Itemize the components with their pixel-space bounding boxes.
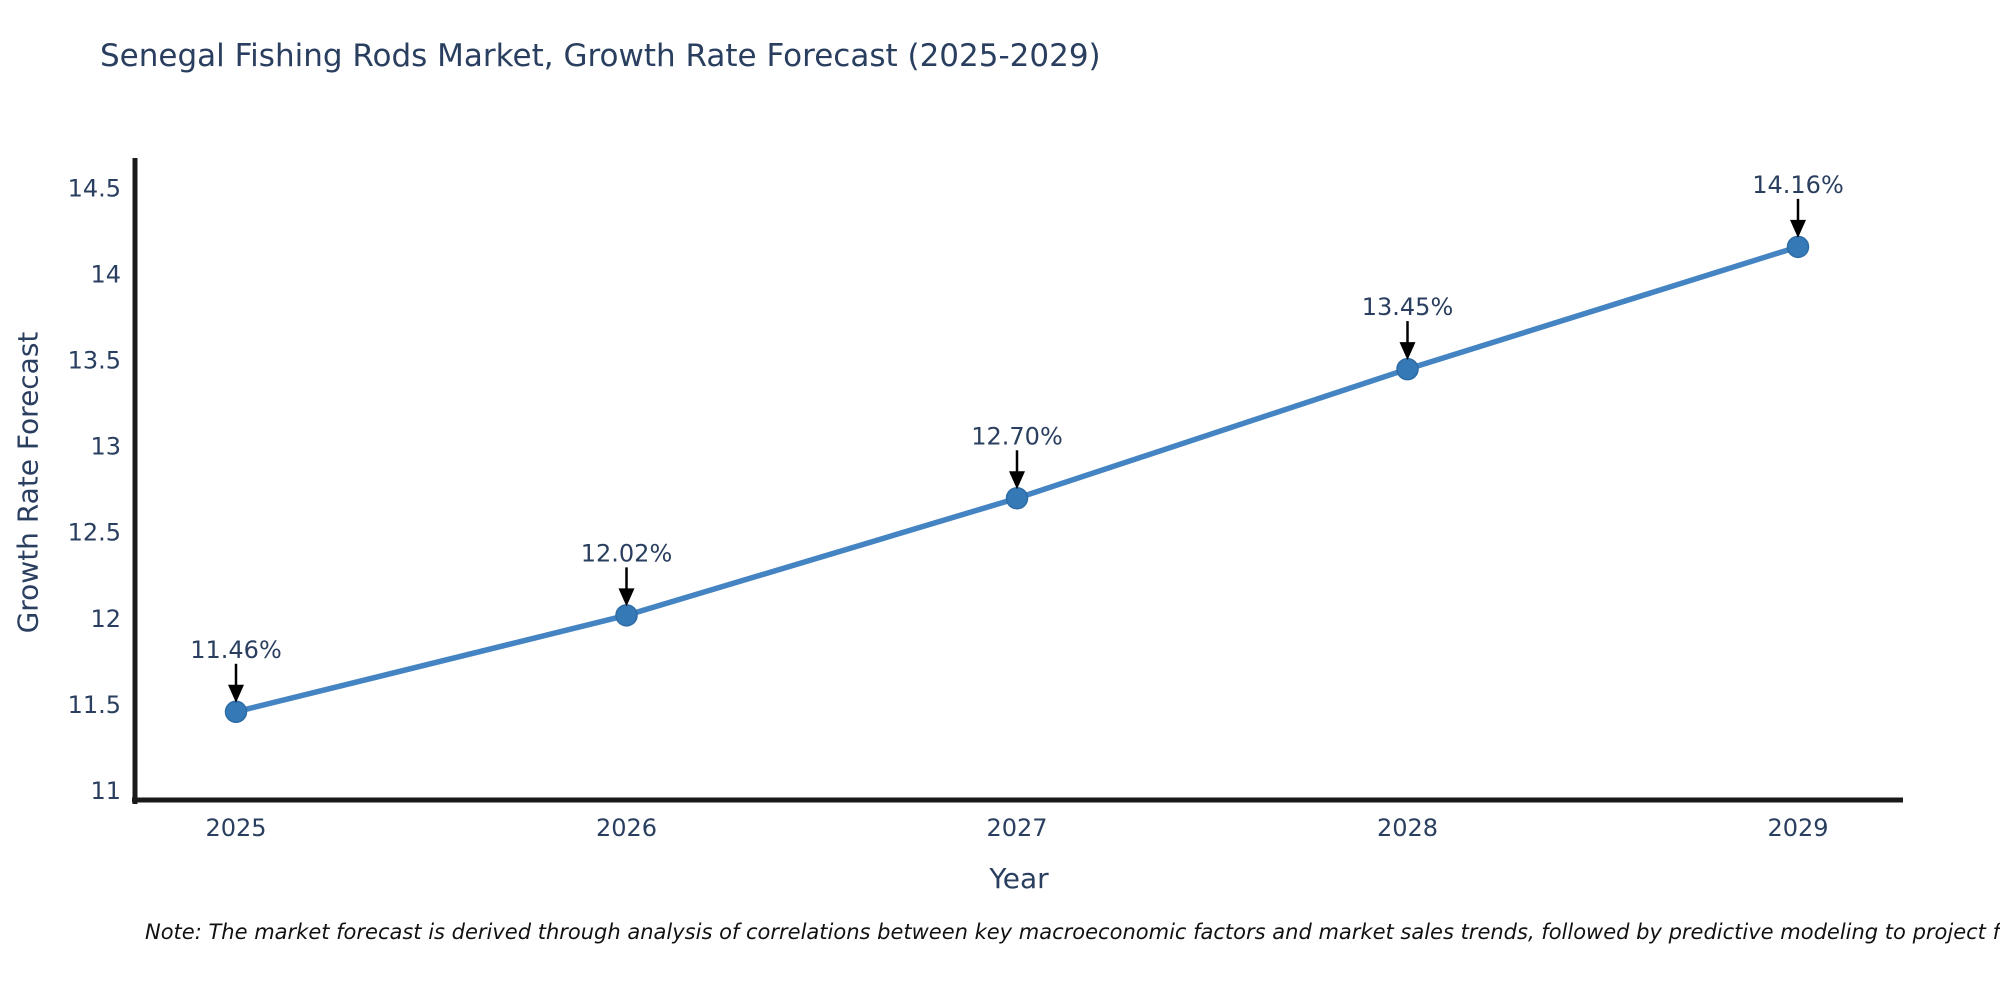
data-point-marker	[1396, 357, 1419, 381]
x-tick-label: 2025	[205, 814, 266, 842]
data-point-marker	[615, 604, 638, 627]
y-tick-label: 12	[90, 605, 121, 633]
annotation-arrowhead	[618, 588, 635, 607]
x-tick-label: 2029	[1767, 814, 1828, 842]
y-tick-label: 12.5	[68, 519, 121, 547]
y-tick-label: 11	[90, 777, 121, 805]
data-point-label: 11.46%	[190, 636, 282, 664]
data-point-marker	[1005, 487, 1029, 510]
data-point-label: 14.16%	[1752, 171, 1844, 199]
data-point-label: 12.70%	[971, 422, 1063, 450]
annotation-arrowhead	[1399, 342, 1416, 361]
data-point-marker	[1786, 235, 1810, 259]
x-tick-label: 2028	[1377, 814, 1438, 842]
x-tick-label: 2027	[986, 814, 1047, 842]
data-point-label: 12.02%	[581, 539, 673, 567]
data-point-label: 13.45%	[1362, 293, 1454, 321]
chart-title: Senegal Fishing Rods Market, Growth Rate…	[100, 38, 1101, 74]
x-tick-label: 2026	[596, 814, 657, 842]
y-tick-label: 11.5	[68, 691, 121, 719]
data-point-marker	[224, 700, 248, 724]
y-tick-label: 13.5	[68, 347, 121, 375]
annotation-arrowhead	[228, 684, 244, 703]
y-tick-label: 14	[90, 260, 121, 288]
y-tick-label: 13	[90, 433, 121, 461]
annotation-arrowhead	[1009, 471, 1025, 490]
annotation-arrowhead	[1790, 219, 1806, 238]
footnote: Note: The market forecast is derived thr…	[145, 920, 2000, 944]
x-axis-title: Year	[989, 862, 1049, 895]
y-tick-label: 14.5	[68, 174, 121, 202]
